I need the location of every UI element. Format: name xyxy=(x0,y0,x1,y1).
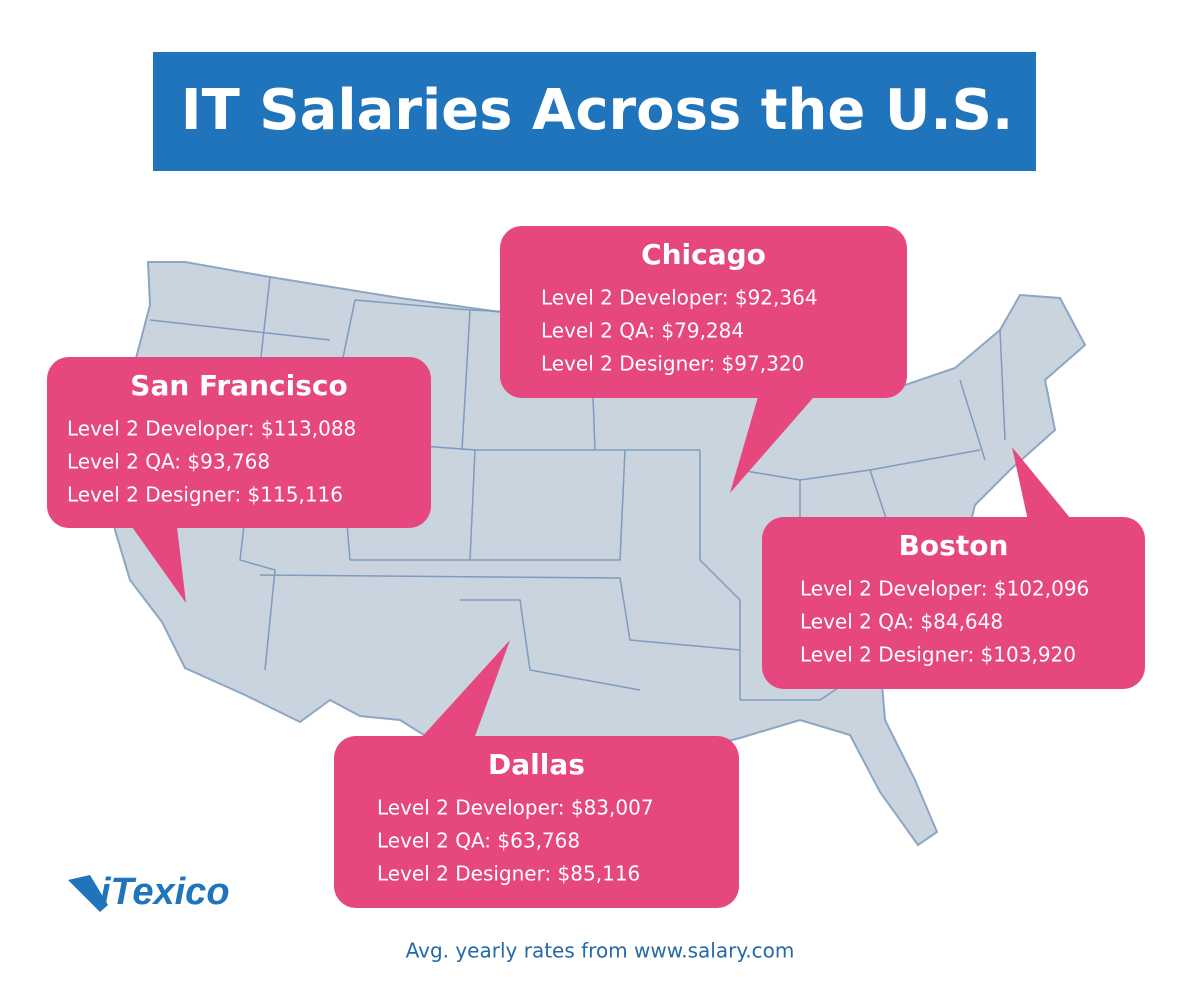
title-banner xyxy=(153,52,1036,171)
salary-line: Level 2 QA: $63,768 xyxy=(377,829,580,853)
title: IT Salaries Across the U.S. xyxy=(181,78,1014,143)
callout-pointer xyxy=(1012,447,1080,530)
city-callout: Boston Level 2 Developer: $102,096 Level 2… xyxy=(762,447,1145,689)
logo-mark xyxy=(68,875,108,912)
city-callout: San Francisco Level 2 Developer: $113,088… xyxy=(47,357,431,603)
callout-box xyxy=(47,357,431,528)
salary-line: Level 2 Designer: $97,320 xyxy=(541,352,804,376)
callout-box xyxy=(762,517,1145,689)
salary-line: Level 2 Designer: $103,920 xyxy=(800,643,1076,667)
salary-line: Level 2 QA: $79,284 xyxy=(541,319,744,343)
city-name: Boston xyxy=(899,529,1009,562)
city-name: Dallas xyxy=(488,748,585,781)
callout-box xyxy=(334,736,739,908)
salary-line: Level 2 Developer: $83,007 xyxy=(377,796,654,820)
city-name: Chicago xyxy=(641,238,766,271)
salary-line: Level 2 Developer: $92,364 xyxy=(541,286,818,310)
city-callout: Dallas Level 2 Developer: $83,007 Level 2 … xyxy=(334,640,739,908)
salary-line: Level 2 Developer: $102,096 xyxy=(800,577,1089,601)
salary-line: Level 2 QA: $93,768 xyxy=(67,450,270,474)
callout-pointer xyxy=(410,640,510,750)
salary-line: Level 2 Developer: $113,088 xyxy=(67,417,356,441)
callout-pointer xyxy=(120,510,186,603)
callout-box xyxy=(500,226,907,398)
salary-line: Level 2 QA: $84,648 xyxy=(800,610,1003,634)
callouts: San Francisco Level 2 Developer: $113,088… xyxy=(47,226,1145,908)
salary-line: Level 2 Designer: $85,116 xyxy=(377,862,640,886)
city-name: San Francisco xyxy=(130,369,347,402)
city-callout: Chicago Level 2 Developer: $92,364 Level 2… xyxy=(500,226,907,493)
callout-pointer xyxy=(730,390,820,493)
logo-text: iTexico xyxy=(100,871,230,913)
salary-line: Level 2 Designer: $115,116 xyxy=(67,483,343,507)
footer-note: Avg. yearly rates from www.salary.com xyxy=(406,939,795,963)
logo: iTexico xyxy=(68,871,230,913)
